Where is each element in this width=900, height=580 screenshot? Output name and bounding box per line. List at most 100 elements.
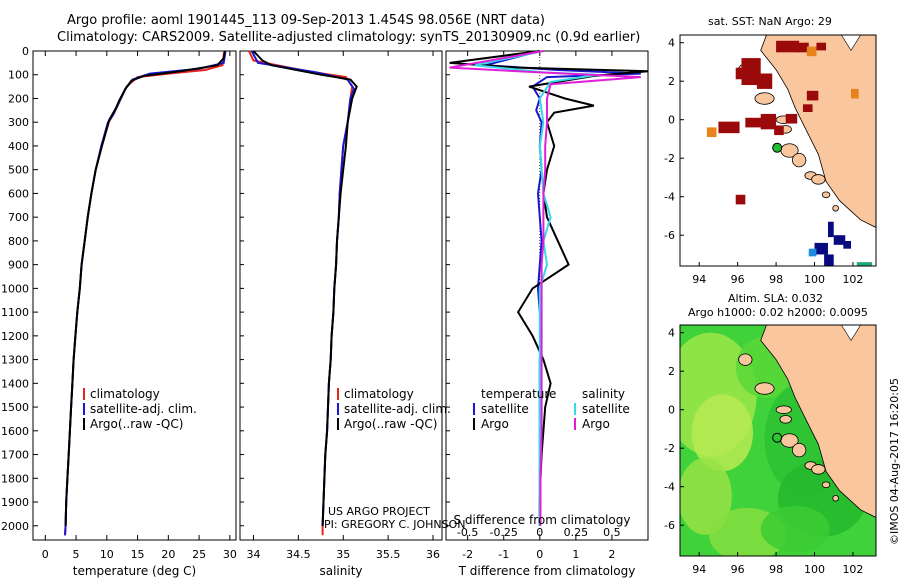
depth-ytick-label: 1100 [1, 306, 29, 319]
depth-ytick-label: 300 [8, 116, 29, 129]
depth-ytick-label: 700 [8, 211, 29, 224]
depth-ytick-label: 2000 [1, 520, 29, 533]
sla-map-ytick-label: -4 [664, 481, 675, 494]
sal-xtick-label: 35.5 [376, 548, 401, 561]
diff-s-xtick-label: -0.25 [489, 526, 517, 539]
sal-xtick-label: 35 [336, 548, 350, 561]
sst-map-map-content [680, 35, 876, 266]
diff-xtick-label: 2 [608, 548, 615, 561]
sla-map-xtick-label: 98 [769, 563, 783, 576]
sla-map-land-island [775, 405, 792, 414]
temp-legend-label: Argo(..raw -QC) [90, 417, 183, 431]
sst-map-land-island [811, 174, 826, 185]
temp-xtick-label: 30 [223, 548, 237, 561]
sla-map-land-island [792, 442, 807, 458]
depth-ytick-label: 200 [8, 92, 29, 105]
sal-xtick-label: 36 [426, 548, 440, 561]
sla-map-sla-patch [760, 505, 830, 553]
sst-map-sst-cell [735, 67, 746, 80]
sst-map-xtick-label: 98 [769, 273, 783, 286]
sla-map-ytick-label: -6 [664, 519, 675, 532]
sla-map-ytick-label: 4 [668, 327, 675, 340]
diff-legend-label: satellite [481, 402, 529, 416]
sla-map-title: Altim. SLA: 0.032 [728, 292, 824, 305]
sst-map-map-frame [679, 34, 877, 267]
sst-map-sst-cell [774, 125, 784, 136]
sla-map-xtick-label: 94 [692, 563, 706, 576]
sla-map-ytick-label: 0 [668, 404, 675, 417]
sst-map-land-island [754, 92, 775, 105]
sla-map-land-gap [841, 325, 861, 341]
depth-ytick-label: 600 [8, 187, 29, 200]
depth-ytick-label: 1900 [1, 496, 29, 509]
sal-legend-label: Argo(..raw -QC) [344, 417, 437, 431]
diff-legend-label: satellite [582, 402, 630, 416]
sst-map-ytick-label: 4 [668, 37, 675, 50]
sst-map-sst-cell [735, 194, 746, 205]
temp-xtick-label: 0 [42, 548, 49, 561]
sst-map-sst-cell [851, 88, 859, 99]
temp-series-argo [64, 50, 226, 526]
plot-title-line2: Climatology: CARS2009. Satellite-adjuste… [57, 30, 641, 45]
diff-xtick-label: 1 [572, 548, 579, 561]
sla-map-land-island [811, 464, 826, 475]
sal-xlabel: salinity [319, 564, 362, 578]
depth-ytick-label: 1700 [1, 449, 29, 462]
sla-map-argo-position-marker [772, 432, 783, 443]
sla-map-land-sumatra [760, 325, 876, 518]
temp-xtick-label: 25 [192, 548, 206, 561]
depth-ytick-label: 1000 [1, 282, 29, 295]
temp-legend-label: satellite-adj. clim. [90, 402, 197, 416]
sst-map-sst-cell [808, 248, 817, 257]
sst-map-title: sat. SST: NaN Argo: 29 [708, 15, 832, 28]
sst-map-xtick-label: 94 [692, 273, 706, 286]
sal-legend-label: satellite-adj. clim. [344, 402, 451, 416]
diff-legend-label: Argo [582, 417, 610, 431]
temp-xtick-label: 5 [73, 548, 80, 561]
depth-ytick-label: 100 [8, 69, 29, 82]
sla-map-xtick-label: 96 [731, 563, 745, 576]
diff-xtick-label: 0 [536, 548, 543, 561]
sla-map-land-island [738, 353, 753, 366]
imos-timestamp: ©IMOS 04-Aug-2017 16:20:05 [888, 378, 900, 545]
depth-ytick-label: 0 [22, 45, 29, 58]
sla-map-sla-patch [691, 394, 754, 472]
sst-map-sst-cell [856, 262, 873, 266]
sst-map-land-gap [841, 35, 861, 51]
diff-legend-temperature-title: temperature [481, 387, 556, 401]
sla-map-map-frame [679, 324, 877, 557]
sla-map-land-island [779, 415, 792, 424]
sla-map-xtick-label: 102 [842, 563, 863, 576]
plot-title-line1: Argo profile: aoml 1901445_113 09-Sep-20… [67, 13, 545, 28]
depth-ytick-label: 1400 [1, 377, 29, 390]
sst-map-sst-cell [824, 254, 834, 266]
sla-map-ytick-label: -2 [664, 442, 675, 455]
temp-legend-label: climatology [90, 387, 160, 401]
sst-map-sst-cell [745, 117, 765, 128]
sst-map-sst-cell [797, 42, 809, 53]
sla-map-xtick-label: 100 [804, 563, 825, 576]
diff-s-xlabel: S difference from climatology [454, 513, 631, 527]
sst-map-sst-cell [776, 40, 800, 53]
pi-credit: PI: GREGORY C. JOHNSON [324, 518, 466, 531]
depth-ytick-label: 1800 [1, 472, 29, 485]
diff-series-s-argo [449, 50, 641, 526]
diff-xtick-label: -2 [462, 548, 473, 561]
sal-legend-label: climatology [344, 387, 414, 401]
depth-ytick-label: 1500 [1, 401, 29, 414]
project-credit: US ARGO PROJECT [328, 505, 430, 518]
sal-series-argo [252, 50, 358, 526]
sst-map-sst-cell [785, 113, 798, 124]
sst-map-sst-cell [827, 221, 834, 238]
sst-map-sst-cell [843, 240, 852, 249]
sst-map-xtick-label: 96 [731, 273, 745, 286]
depth-ytick-label: 500 [8, 164, 29, 177]
diff-legend-label: Argo [481, 417, 509, 431]
sal-xtick-label: 34 [246, 548, 260, 561]
sst-map-xtick-label: 102 [842, 273, 863, 286]
sst-map-ytick-label: -4 [664, 191, 675, 204]
sst-map-sst-cell [814, 242, 828, 255]
sst-map-argo-position-marker [772, 142, 783, 153]
temp-xlabel: temperature (deg C) [73, 564, 196, 578]
